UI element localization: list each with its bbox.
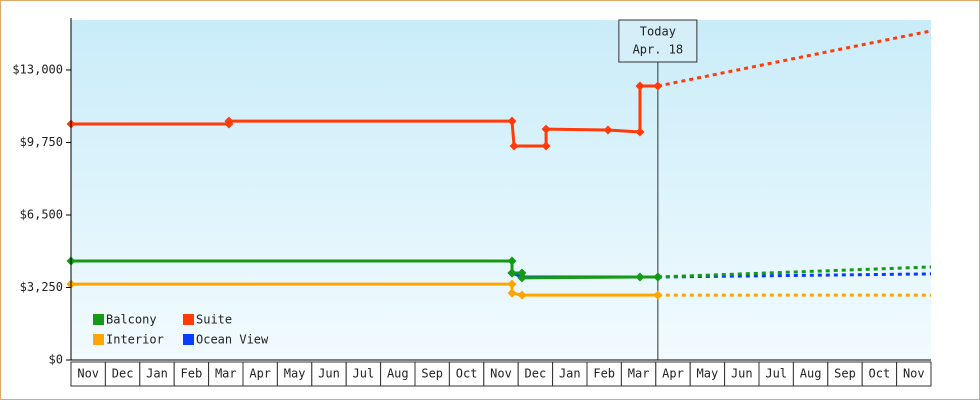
point: [517, 273, 527, 283]
today-box: [618, 19, 698, 63]
month-cell: [861, 361, 898, 387]
point: [507, 256, 517, 266]
x-tick-label: Apr: [662, 367, 684, 381]
month-cell: [552, 361, 588, 387]
month-cell: [792, 361, 829, 387]
point: [541, 124, 551, 134]
point: [224, 116, 234, 126]
point: [541, 141, 551, 151]
point: [635, 81, 645, 91]
month-cell: [586, 361, 622, 387]
month-cell: [414, 361, 450, 387]
point: [603, 125, 613, 135]
x-tick-label: Aug: [800, 367, 822, 381]
x-tick-label: Mar: [628, 367, 650, 381]
x-tick-label: May: [284, 367, 306, 381]
x-tick-label: Dec: [525, 367, 547, 381]
x-tick-label: Jul: [765, 367, 787, 381]
x-tick-label: Jul: [353, 367, 375, 381]
x-tick-label: Dec: [112, 367, 134, 381]
x-tick-label: Nov: [77, 367, 99, 381]
today-label: Today: [640, 25, 676, 39]
projection-line: [657, 265, 932, 279]
y-tick-label: $0: [49, 353, 63, 367]
point: [653, 290, 663, 300]
x-tick-label: Aug: [387, 367, 409, 381]
month-cell: [276, 361, 313, 387]
legend-swatch: [183, 314, 194, 325]
legend-swatch: [93, 334, 104, 345]
point: [635, 272, 645, 282]
point: [507, 288, 517, 298]
projection-line: [657, 272, 932, 279]
legend-label: Interior: [106, 333, 164, 347]
point: [509, 141, 519, 151]
x-tick-label: Apr: [249, 367, 271, 381]
x-tick-label: Sep: [834, 367, 856, 381]
x-tick-label: Nov: [490, 367, 512, 381]
legend-label: Balcony: [106, 313, 157, 327]
point: [653, 272, 663, 282]
point: [517, 268, 527, 278]
x-tick-label: Jan: [559, 367, 581, 381]
month-cell: [827, 361, 863, 387]
legend-label: Suite: [196, 313, 232, 327]
point: [507, 279, 517, 289]
y-tick-label: $9,750: [20, 135, 63, 149]
today-label: Apr. 18: [633, 43, 684, 57]
month-cell: [380, 361, 416, 387]
projection-line: [657, 29, 932, 88]
month-cell: [483, 361, 519, 387]
month-cell: [208, 361, 244, 387]
x-tick-label: Feb: [181, 367, 203, 381]
point: [517, 290, 527, 300]
x-tick-label: Feb: [593, 367, 615, 381]
point: [507, 268, 517, 278]
month-cell: [173, 361, 210, 387]
x-tick-label: Oct: [869, 367, 891, 381]
x-tick-label: Nov: [903, 367, 925, 381]
point: [507, 116, 517, 126]
x-tick-label: Sep: [421, 367, 443, 381]
y-tick-label: $13,000: [12, 62, 63, 76]
x-tick-label: Jun: [731, 367, 753, 381]
x-tick-label: Jun: [318, 367, 340, 381]
legend-swatch: [183, 334, 194, 345]
x-tick-label: May: [697, 367, 719, 381]
legend-swatch: [93, 314, 104, 325]
month-cell: [311, 361, 347, 387]
point: [635, 127, 645, 137]
month-cell: [758, 361, 794, 387]
x-tick-label: Oct: [456, 367, 478, 381]
y-tick-label: $3,250: [20, 280, 63, 294]
legend-label: Ocean View: [196, 333, 269, 347]
x-tick-label: Mar: [215, 367, 237, 381]
y-tick-label: $6,500: [20, 207, 63, 221]
plot-area: [71, 20, 931, 360]
month-cell: [896, 361, 932, 387]
x-tick-label: Jan: [146, 367, 168, 381]
month-cell: [517, 361, 554, 387]
point: [653, 81, 663, 91]
